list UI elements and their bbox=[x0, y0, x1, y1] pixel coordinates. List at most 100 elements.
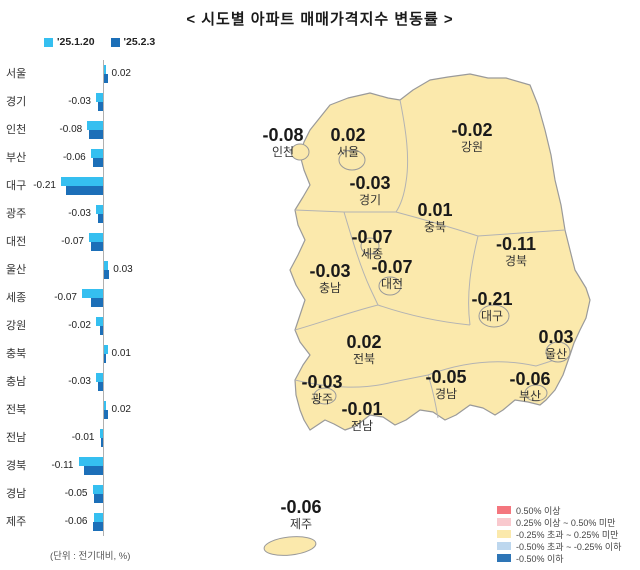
prev-bar bbox=[99, 429, 103, 438]
curr-bar bbox=[99, 326, 103, 335]
bar-value-label: -0.03 bbox=[68, 96, 91, 107]
bar-value-label: -0.06 bbox=[62, 152, 86, 163]
bar-chart-panel: '25.1.20 '25.2.3 서울 0.02 경기 -0.03 인천 -0.08 부산 -0… bbox=[0, 34, 240, 570]
bar-row: 대구 -0.21 bbox=[0, 172, 240, 200]
page-title: < 시도별 아파트 매매가격지수 변동률 > bbox=[186, 11, 454, 28]
curr-bar bbox=[90, 298, 103, 307]
bar-row: 전남 -0.01 bbox=[0, 424, 240, 452]
bar-row: 광주 -0.03 bbox=[0, 200, 240, 228]
seoul-shape bbox=[338, 149, 366, 171]
busan-shape bbox=[524, 384, 548, 402]
prev-bar bbox=[96, 205, 103, 214]
zero-axis-line bbox=[103, 60, 104, 536]
curr-bar bbox=[90, 242, 103, 251]
curr-bar bbox=[104, 354, 106, 363]
curr-bar bbox=[94, 494, 103, 503]
region-label: 경기 bbox=[6, 96, 27, 108]
bar-rows: 서울 0.02 경기 -0.03 인천 -0.08 부산 -0.06 대구 -0.21 광주 -0.0… bbox=[0, 60, 240, 536]
bar-value-label: -0.03 bbox=[68, 208, 91, 219]
map-legend-row: 0.25% 이상 ~ 0.50% 미만 bbox=[497, 516, 621, 528]
region-label: 대전 bbox=[6, 236, 27, 248]
series-legend-label: '25.2.3 bbox=[123, 36, 156, 48]
map-legend-row: -0.50% 초과 ~ -0.25% 이하 bbox=[497, 540, 621, 552]
region-label: 강원 bbox=[6, 320, 27, 332]
province-borders bbox=[294, 99, 571, 419]
region-label: 부산 bbox=[6, 152, 27, 164]
bar-row: 제주 -0.06 bbox=[0, 508, 240, 536]
map-legend-label: -0.25% 초과 ~ 0.25% 미만 bbox=[516, 529, 619, 540]
region-label: 제주 bbox=[6, 516, 27, 528]
map-legend-row: -0.25% 초과 ~ 0.25% 미만 bbox=[497, 528, 621, 540]
prev-bar bbox=[82, 289, 103, 298]
prev-bar bbox=[96, 93, 103, 102]
map-legend-label: 0.50% 이상 bbox=[516, 505, 561, 516]
mainland-shape bbox=[289, 73, 591, 431]
bar-row: 대전 -0.07 bbox=[0, 228, 240, 256]
unit-note: (단위 : 전기대비, %) bbox=[50, 551, 131, 562]
prev-bar bbox=[104, 65, 106, 74]
prev-bar bbox=[94, 513, 103, 522]
region-label: 전북 bbox=[6, 404, 27, 416]
prev-bar bbox=[104, 261, 108, 270]
ulsan-shape bbox=[545, 341, 571, 363]
bar-row: 충남 -0.03 bbox=[0, 368, 240, 396]
region-label: 충북 bbox=[6, 348, 27, 360]
prev-bar bbox=[104, 345, 108, 354]
bar-value-label: -0.07 bbox=[61, 236, 84, 247]
region-label: 서울 bbox=[6, 68, 27, 80]
series-legend: '25.1.20 '25.2.3 bbox=[44, 36, 155, 48]
bar-row: 경북 -0.11 bbox=[0, 452, 240, 480]
bar-row: 강원 -0.02 bbox=[0, 312, 240, 340]
curr-bar bbox=[101, 438, 103, 447]
bar-row: 인천 -0.08 bbox=[0, 116, 240, 144]
map-legend-label: -0.50% 이하 bbox=[516, 553, 564, 564]
bar-value-label: -0.05 bbox=[64, 488, 88, 499]
prev-bar bbox=[61, 177, 103, 186]
curr-bar bbox=[89, 130, 103, 139]
region-label: 인천 bbox=[6, 124, 27, 136]
map-legend-swatch bbox=[497, 506, 511, 514]
city-enclaves bbox=[263, 143, 571, 556]
bar-row: 경기 -0.03 bbox=[0, 88, 240, 116]
series-legend-label: '25.1.20 bbox=[57, 36, 95, 48]
prev-bar bbox=[78, 457, 103, 466]
bar-row: 전북 0.02 bbox=[0, 396, 240, 424]
series-legend-item: '25.1.20 bbox=[44, 36, 95, 48]
prev-bar bbox=[90, 149, 103, 158]
korea-map bbox=[263, 73, 591, 556]
region-label: 경남 bbox=[6, 488, 27, 500]
prev-series-swatch bbox=[44, 37, 53, 47]
map-legend-swatch bbox=[497, 530, 511, 538]
bar-row: 세종 -0.07 bbox=[0, 284, 240, 312]
map-legend-row: -0.50% 이하 bbox=[497, 552, 621, 564]
region-label: 경북 bbox=[6, 460, 27, 472]
map-legend-swatch bbox=[497, 554, 511, 562]
bar-row: 서울 0.02 bbox=[0, 60, 240, 88]
bar-value-label: -0.08 bbox=[59, 124, 83, 135]
prev-bar bbox=[92, 485, 103, 494]
bar-value-label: -0.21 bbox=[33, 180, 56, 191]
bar-value-label: -0.02 bbox=[68, 320, 91, 331]
series-legend-item: '25.2.3 bbox=[110, 36, 156, 48]
bar-row: 부산 -0.06 bbox=[0, 144, 240, 172]
curr-bar bbox=[97, 214, 103, 223]
curr-bar bbox=[104, 410, 108, 419]
incheon-shape bbox=[290, 143, 310, 161]
map-legend-label: 0.25% 이상 ~ 0.50% 미만 bbox=[516, 517, 616, 528]
prev-bar bbox=[87, 121, 103, 130]
prev-bar bbox=[96, 373, 103, 382]
curr-bar bbox=[97, 102, 103, 111]
sejong-shape bbox=[360, 237, 380, 255]
map-legend-row: 0.50% 이상 bbox=[497, 504, 621, 516]
curr-series-swatch bbox=[110, 37, 120, 47]
prev-bar bbox=[104, 401, 106, 410]
bar-value-label: -0.03 bbox=[68, 376, 91, 387]
region-label: 대구 bbox=[6, 180, 27, 192]
bar-value-label: 0.03 bbox=[113, 264, 133, 275]
curr-bar bbox=[92, 522, 103, 531]
curr-bar bbox=[104, 270, 110, 279]
curr-bar bbox=[66, 186, 103, 195]
map-legend-label: -0.50% 초과 ~ -0.25% 이하 bbox=[516, 541, 622, 552]
daegu-shape bbox=[478, 304, 510, 328]
region-label: 세종 bbox=[6, 292, 27, 304]
